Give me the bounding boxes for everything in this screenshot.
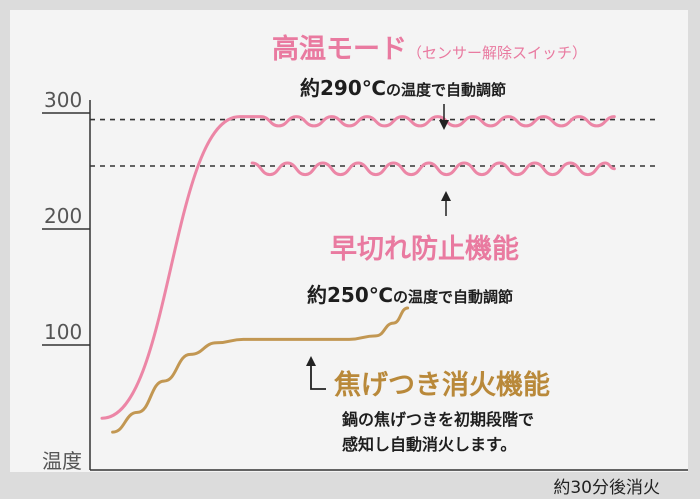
anticut-annotation: 約250℃の温度で自動調節 xyxy=(307,283,513,307)
high-ann-suffix: の温度で自動調節 xyxy=(386,81,506,99)
x-axis-label: 約30分後消火 xyxy=(553,478,660,498)
series-line-scorch xyxy=(111,306,410,434)
series-line-anti_cut xyxy=(250,161,616,177)
y-tick-label-300: 300 xyxy=(44,88,82,112)
high-mode-title-group: 高温モード（センサー解除スイッチ） xyxy=(272,33,587,65)
series-line-high xyxy=(100,115,616,420)
anticut-ann-value: 250℃ xyxy=(327,283,393,307)
scorch-desc-line-1: 鍋の焦げつきを初期段階で xyxy=(342,410,534,429)
corner-arrow-head xyxy=(306,356,316,366)
scorch-title: 焦げつき消火機能 xyxy=(334,369,550,401)
y-tick-label-100: 100 xyxy=(44,320,82,344)
corner-arrow xyxy=(310,360,326,390)
high-mode-title: 高温モード xyxy=(272,33,407,65)
scorch-desc-line-2: 感知し自動消火します。 xyxy=(342,435,516,454)
y-ticks: 100 200 300 xyxy=(42,88,90,346)
down-arrow xyxy=(439,104,449,130)
chart-panel xyxy=(10,10,688,472)
high-mode-subtitle: （センサー解除スイッチ） xyxy=(407,44,587,62)
high-ann-value: 290℃ xyxy=(320,76,386,100)
y-axis-label: 温度 xyxy=(42,449,82,473)
anticut-ann-suffix: の温度で自動調節 xyxy=(393,288,513,306)
y-tick-label-200: 200 xyxy=(44,204,82,228)
up-arrow xyxy=(441,191,451,216)
anticut-ann-prefix: 約 xyxy=(307,283,327,307)
anticut-title: 早切れ防止機能 xyxy=(330,233,519,265)
high-mode-annotation: 約290℃の温度で自動調節 xyxy=(300,76,506,100)
series-lines xyxy=(100,115,616,434)
high-ann-prefix: 約 xyxy=(300,76,320,100)
